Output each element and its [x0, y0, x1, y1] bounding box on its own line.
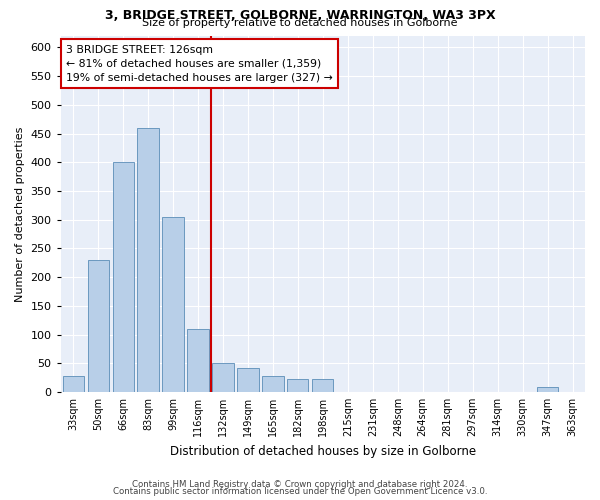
Bar	[62, 376, 84, 392]
Bar	[187, 329, 209, 392]
Text: Contains HM Land Registry data © Crown copyright and database right 2024.: Contains HM Land Registry data © Crown c…	[132, 480, 468, 489]
Bar	[537, 388, 558, 392]
Bar	[212, 363, 233, 392]
Bar	[238, 368, 259, 392]
Bar	[262, 376, 284, 392]
Bar	[163, 217, 184, 392]
Bar	[113, 162, 134, 392]
Text: Contains public sector information licensed under the Open Government Licence v3: Contains public sector information licen…	[113, 488, 487, 496]
Text: Size of property relative to detached houses in Golborne: Size of property relative to detached ho…	[142, 18, 458, 28]
Bar	[312, 380, 334, 392]
Bar	[88, 260, 109, 392]
Bar	[137, 128, 159, 392]
Y-axis label: Number of detached properties: Number of detached properties	[15, 126, 25, 302]
Text: 3 BRIDGE STREET: 126sqm
← 81% of detached houses are smaller (1,359)
19% of semi: 3 BRIDGE STREET: 126sqm ← 81% of detache…	[66, 45, 333, 83]
Bar	[287, 380, 308, 392]
X-axis label: Distribution of detached houses by size in Golborne: Distribution of detached houses by size …	[170, 444, 476, 458]
Text: 3, BRIDGE STREET, GOLBORNE, WARRINGTON, WA3 3PX: 3, BRIDGE STREET, GOLBORNE, WARRINGTON, …	[104, 9, 496, 22]
